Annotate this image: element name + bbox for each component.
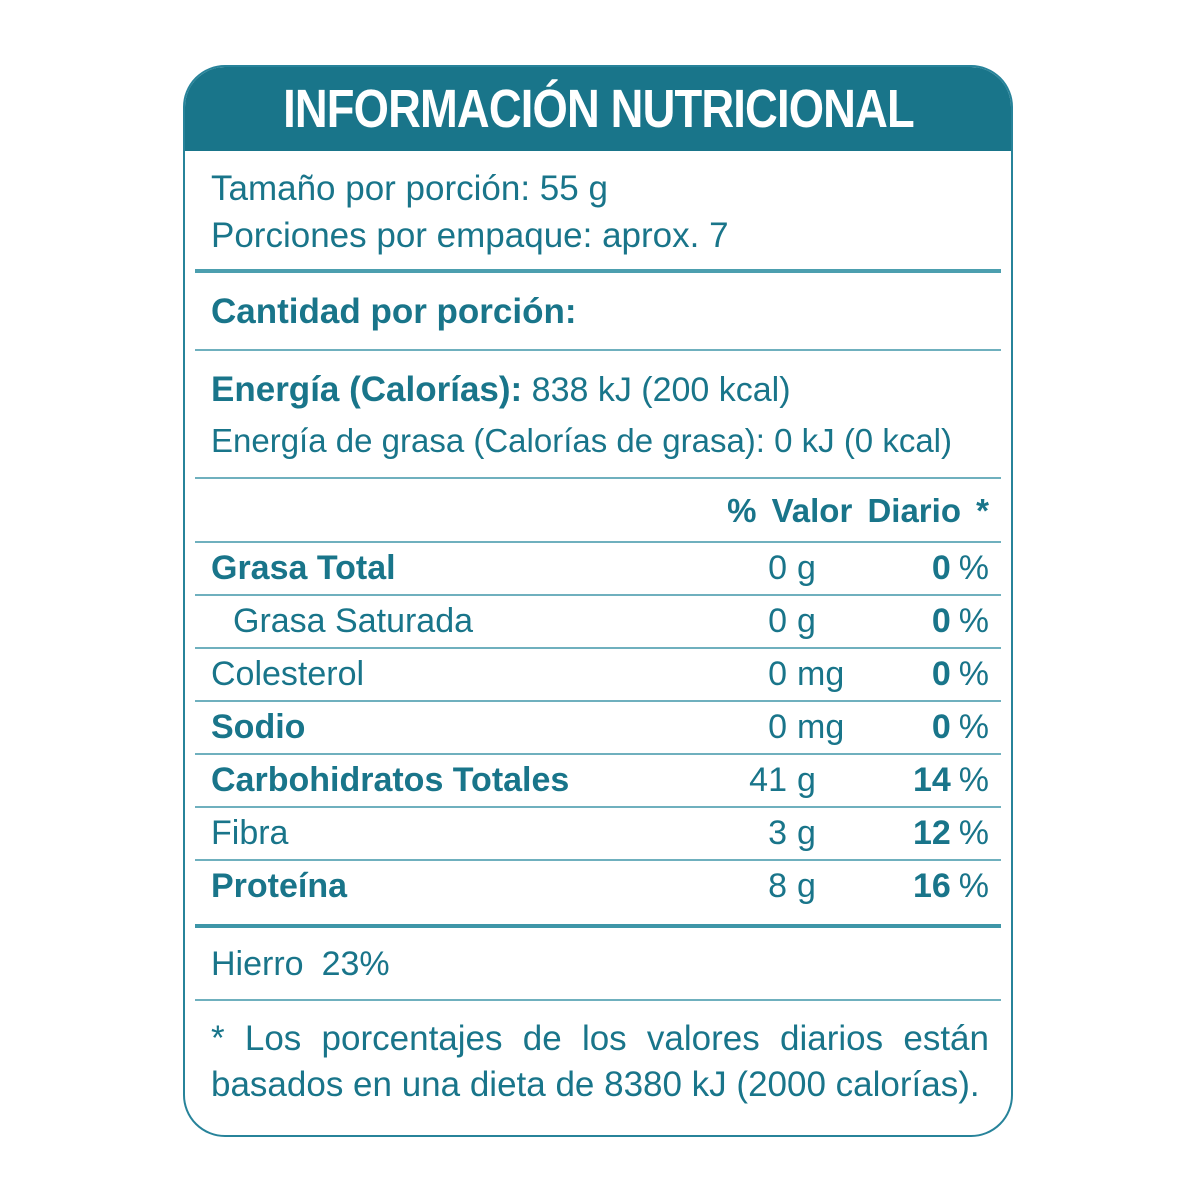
servings-per-pack-line: Porciones por empaque: aprox. 7 [211,216,729,255]
nutrient-unit: g [797,867,816,905]
nutrient-label: Grasa Saturada [233,602,474,640]
nutrient-unit: mg [797,708,845,746]
row-divider [195,647,1001,649]
nutrient-label: Carbohidratos Totales [211,761,570,799]
nutrient-dv: 0 [931,708,951,746]
nutrient-label: Fibra [211,814,289,852]
nutrient-amount: 0 [768,655,787,693]
nutrient-label: Sodio [211,708,306,746]
iron-row: Hierro 23% [211,928,989,999]
divider-under-dv-header [195,541,1001,543]
daily-value-footnote: * Los porcentajes de los valores diarios… [211,1019,989,1104]
row-divider [195,700,1001,702]
nutrient-label: Colesterol [211,655,365,693]
nutrient-dv: 0 [931,655,951,693]
divider-under-heading [195,349,1001,351]
amount-per-serving-heading: Cantidad por porción: [211,292,577,331]
nutrient-unit: g [797,549,816,587]
nutrient-unit: mg [797,655,845,693]
row-divider [195,859,1001,861]
row-divider [195,594,1001,596]
nutrient-amount: 3 [768,814,787,852]
nutrient-unit: g [797,814,816,852]
daily-value-header: % Valor Diario * [727,492,989,529]
nutrient-unit: g [797,761,816,799]
nutrient-row-colesterol: Colesterol 0 mg 0% [211,649,989,700]
nutrient-dv: 16 [912,867,951,905]
nutrient-amount: 8 [768,867,787,905]
nutrient-amount: 0 [768,549,787,587]
percent-sign: % [958,655,989,693]
nutrient-dv: 0 [931,602,951,640]
energy-line: Energía (Calorías): 838 kJ (200 kcal) [211,364,989,416]
nutrient-row-sodio: Sodio 0 mg 0% [211,702,989,753]
energy-value: 838 kJ (200 kcal) [531,371,791,409]
nutrient-dv: 0 [931,549,951,587]
divider-under-energy [195,477,1001,479]
nutrient-amount: 0 [768,602,787,640]
nutrient-amount: 41 [749,761,787,799]
percent-sign: % [958,814,989,852]
percent-sign: % [958,761,989,799]
energy-fat-line: Energía de grasa (Calorías de grasa): 0 … [211,422,953,459]
label-header-band: INFORMACIÓN NUTRICIONAL [185,67,1011,151]
row-divider [195,806,1001,808]
nutrient-unit: g [797,602,816,640]
nutrient-amount: 0 [768,708,787,746]
percent-sign: % [958,549,989,587]
nutrient-row-carbohidratos: Carbohidratos Totales 41 g 14% [211,755,989,806]
percent-sign: % [958,867,989,905]
divider-above-footnote [195,999,1001,1001]
label-title: INFORMACIÓN NUTRICIONAL [282,79,915,139]
divider-thick-top [195,269,1001,273]
serving-size-line: Tamaño por porción: 55 g [211,169,608,208]
serving-block: Tamaño por porción: 55 g Porciones por e… [211,151,989,269]
row-divider [195,753,1001,755]
iron-label: Hierro [211,945,304,983]
energy-block: Energía (Calorías): 838 kJ (200 kcal) En… [211,351,989,477]
percent-sign: % [958,708,989,746]
label-body: Tamaño por porción: 55 g Porciones por e… [185,151,1011,1126]
nutrient-label: Proteína [211,867,348,905]
nutrition-label-card: INFORMACIÓN NUTRICIONAL Tamaño por porci… [183,65,1013,1137]
iron-value: 23% [321,945,390,983]
divider-above-iron [195,924,1001,928]
nutrient-dv: 12 [912,814,951,852]
energy-label: Energía (Calorías): [211,370,523,409]
nutrient-label: Grasa Total [211,549,396,587]
percent-sign: % [958,602,989,640]
nutrient-dv: 14 [912,761,951,799]
